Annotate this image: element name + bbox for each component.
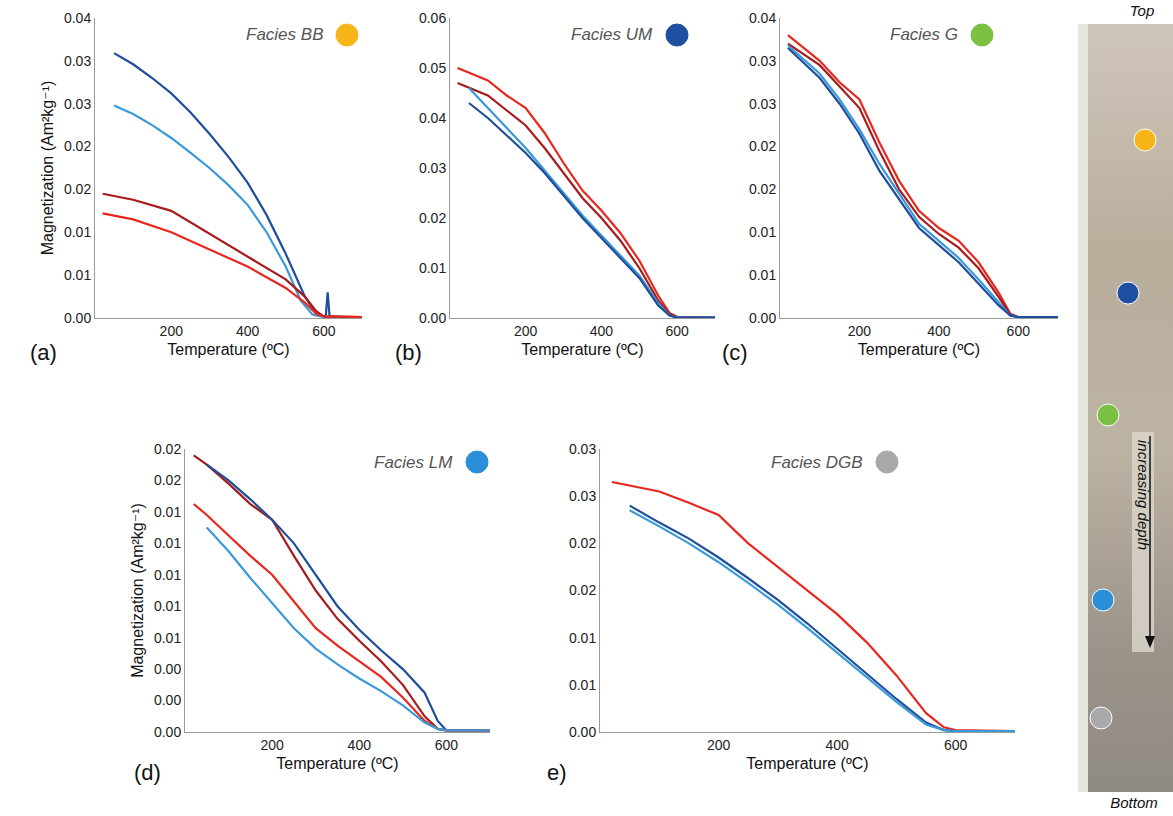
svg-text:0.02: 0.02 <box>154 472 181 488</box>
svg-text:Facies G: Facies G <box>890 25 958 44</box>
svg-text:600: 600 <box>312 323 336 339</box>
svg-text:0.00: 0.00 <box>154 692 181 708</box>
svg-text:600: 600 <box>1007 323 1031 339</box>
svg-text:Temperature (ºC): Temperature (ºC) <box>521 341 643 358</box>
svg-text:0.01: 0.01 <box>154 535 181 551</box>
svg-text:Bottom: Bottom <box>1110 794 1158 811</box>
svg-text:0.01: 0.01 <box>154 630 181 646</box>
svg-text:0.00: 0.00 <box>154 724 181 740</box>
svg-text:Top: Top <box>1130 2 1154 19</box>
svg-text:0.00: 0.00 <box>749 310 776 326</box>
svg-text:Magnetization (Am²kg⁻¹): Magnetization (Am²kg⁻¹) <box>129 503 146 678</box>
svg-text:0.02: 0.02 <box>569 535 596 551</box>
svg-text:0.02: 0.02 <box>154 441 181 457</box>
svg-text:Facies UM: Facies UM <box>571 25 653 44</box>
svg-text:0.01: 0.01 <box>569 630 596 646</box>
svg-text:(b): (b) <box>395 340 422 365</box>
svg-text:0.05: 0.05 <box>419 60 446 76</box>
svg-text:600: 600 <box>665 323 689 339</box>
svg-text:200: 200 <box>707 737 731 753</box>
svg-text:Facies DGB: Facies DGB <box>771 453 863 472</box>
svg-text:Temperature (ºC): Temperature (ºC) <box>167 341 289 358</box>
svg-text:0.02: 0.02 <box>569 582 596 598</box>
svg-text:0.02: 0.02 <box>64 181 91 197</box>
svg-text:Facies LM: Facies LM <box>374 453 453 472</box>
svg-text:0.03: 0.03 <box>419 160 446 176</box>
svg-text:Temperature (ºC): Temperature (ºC) <box>858 341 980 358</box>
svg-text:400: 400 <box>927 323 951 339</box>
svg-text:0.04: 0.04 <box>749 10 776 26</box>
svg-text:0.02: 0.02 <box>749 181 776 197</box>
svg-text:(c): (c) <box>722 340 748 365</box>
svg-text:0.01: 0.01 <box>749 224 776 240</box>
svg-text:200: 200 <box>514 323 538 339</box>
svg-text:0.01: 0.01 <box>154 598 181 614</box>
svg-text:200: 200 <box>260 737 284 753</box>
svg-text:0.00: 0.00 <box>154 661 181 677</box>
svg-text:200: 200 <box>160 323 184 339</box>
svg-text:(a): (a) <box>30 340 57 365</box>
svg-text:Temperature (ºC): Temperature (ºC) <box>746 755 868 772</box>
svg-text:Temperature (ºC): Temperature (ºC) <box>276 755 398 772</box>
svg-text:0.04: 0.04 <box>419 110 446 126</box>
svg-text:0.02: 0.02 <box>419 210 446 226</box>
svg-text:0.06: 0.06 <box>419 10 446 26</box>
svg-text:200: 200 <box>848 323 872 339</box>
svg-text:0.01: 0.01 <box>154 504 181 520</box>
svg-text:0.01: 0.01 <box>64 224 91 240</box>
svg-text:0.01: 0.01 <box>569 677 596 693</box>
svg-text:0.03: 0.03 <box>749 53 776 69</box>
svg-text:0.02: 0.02 <box>64 138 91 154</box>
svg-text:e): e) <box>547 760 567 785</box>
svg-text:400: 400 <box>590 323 614 339</box>
svg-text:(d): (d) <box>134 760 161 785</box>
svg-text:0.01: 0.01 <box>419 260 446 276</box>
svg-text:0.03: 0.03 <box>569 488 596 504</box>
svg-text:Facies BB: Facies BB <box>246 25 323 44</box>
svg-text:0.00: 0.00 <box>569 724 596 740</box>
svg-text:Magnetization (Am²kg⁻¹): Magnetization (Am²kg⁻¹) <box>39 81 56 256</box>
svg-text:0.01: 0.01 <box>749 267 776 283</box>
svg-text:400: 400 <box>236 323 260 339</box>
svg-text:400: 400 <box>825 737 849 753</box>
svg-text:0.02: 0.02 <box>749 138 776 154</box>
svg-text:0.00: 0.00 <box>419 310 446 326</box>
svg-text:0.03: 0.03 <box>569 441 596 457</box>
svg-text:0.03: 0.03 <box>64 96 91 112</box>
svg-text:400: 400 <box>348 737 372 753</box>
svg-text:0.01: 0.01 <box>154 567 181 583</box>
svg-text:0.03: 0.03 <box>64 53 91 69</box>
svg-text:600: 600 <box>944 737 968 753</box>
svg-text:increasing depth: increasing depth <box>1135 440 1152 551</box>
svg-text:0.04: 0.04 <box>64 10 91 26</box>
svg-text:600: 600 <box>435 737 459 753</box>
svg-text:0.03: 0.03 <box>749 96 776 112</box>
svg-text:0.00: 0.00 <box>64 310 91 326</box>
svg-text:0.01: 0.01 <box>64 267 91 283</box>
